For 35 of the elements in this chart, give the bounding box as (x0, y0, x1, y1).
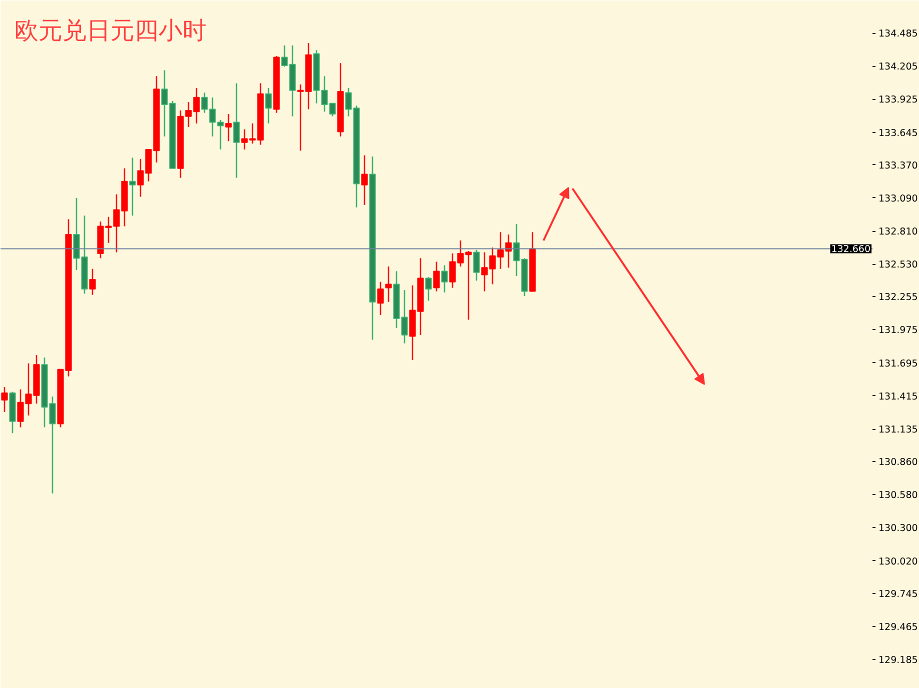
candlestick (441, 264, 448, 294)
y-tick-label: 130.860 (878, 457, 918, 468)
y-tick-label: 133.090 (878, 193, 918, 204)
y-tick-label: 131.975 (878, 325, 918, 336)
y-tick-label: 130.300 (878, 523, 918, 534)
y-tick-label: 129.745 (878, 588, 918, 600)
candlestick (433, 261, 440, 292)
y-tick-label: 131.695 (878, 358, 918, 370)
y-tick-label: 133.925 (878, 94, 918, 106)
y-tick-label: 132.530 (878, 260, 918, 271)
y-tick-label: 132.810 (878, 226, 918, 238)
y-tick-label: 130.020 (878, 556, 918, 568)
candlestick (361, 154, 368, 206)
y-tick-label: 129.185 (878, 655, 918, 666)
y-tick-label: 131.415 (878, 391, 918, 402)
y-tick-label: 131.135 (878, 424, 918, 436)
ref-line-label: 132.660 (831, 244, 871, 256)
candlestick (1, 386, 8, 413)
candlestick (425, 276, 432, 302)
y-tick-label: 130.580 (878, 490, 918, 502)
candlestick (377, 281, 384, 316)
text: 欧元兑日元四小时 (14, 16, 206, 44)
candlestick (129, 157, 136, 216)
y-tick-label: 134.485 (878, 28, 918, 40)
y-tick-label: 134.205 (878, 62, 918, 73)
y-tick-label: 133.370 (878, 160, 918, 172)
candlestick (473, 249, 480, 282)
candlestick (385, 266, 392, 303)
y-tick-label: 132.255 (878, 292, 918, 304)
y-tick-label: 133.645 (878, 128, 918, 139)
candlestick (265, 87, 272, 124)
candlestick (89, 268, 96, 296)
candlestick (225, 113, 232, 142)
candlestick (233, 82, 240, 178)
y-tick-label: 129.465 (878, 622, 918, 633)
